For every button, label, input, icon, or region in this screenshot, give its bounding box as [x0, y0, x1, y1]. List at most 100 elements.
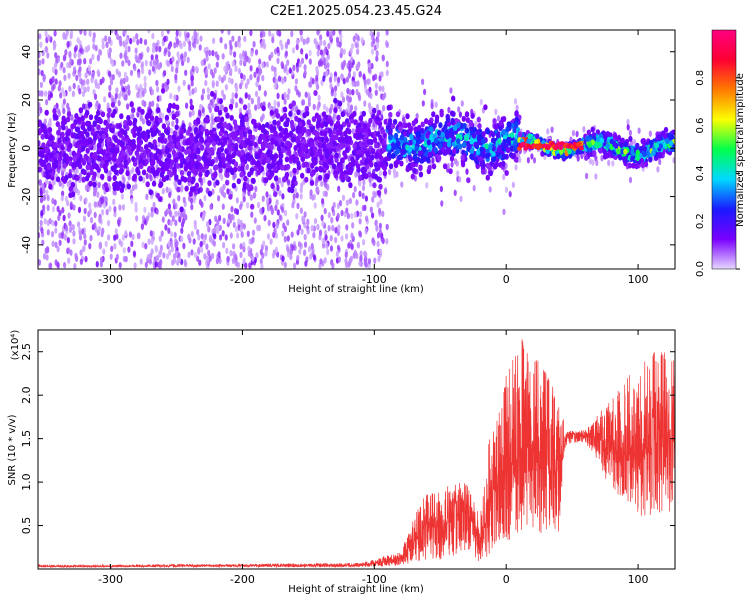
heatmap-cell	[247, 250, 251, 257]
heatmap-cell	[221, 185, 225, 192]
heatmap-cell	[46, 52, 50, 59]
heatmap-cell	[323, 130, 328, 137]
heatmap-cell	[144, 243, 148, 250]
heatmap-cell	[275, 222, 279, 229]
heatmap-cell	[220, 89, 225, 97]
heatmap-cell	[200, 233, 204, 240]
heatmap-cell	[376, 31, 380, 38]
heatmap-cell	[211, 140, 217, 147]
heatmap-cell	[358, 94, 362, 102]
heatmap-cell	[259, 32, 263, 39]
heatmap-cell	[154, 261, 158, 268]
heatmap-cell	[343, 136, 348, 143]
heatmap-cell	[372, 107, 377, 114]
heatmap-cell	[188, 164, 193, 171]
heatmap-cell	[451, 111, 456, 117]
heatmap-cell	[161, 187, 165, 195]
heatmap-cell	[181, 158, 187, 165]
heatmap-cell	[111, 143, 116, 150]
heatmap-cell	[348, 89, 352, 96]
heatmap-cell	[77, 51, 81, 59]
heatmap-cell	[39, 81, 44, 89]
heatmap-cell	[311, 78, 315, 85]
heatmap-cell	[290, 30, 294, 37]
heatmap-cell	[309, 171, 315, 178]
heatmap-cell	[51, 66, 56, 74]
heatmap-cell	[190, 80, 194, 87]
heatmap-cell	[74, 126, 80, 133]
heatmap-cell	[57, 137, 62, 144]
heatmap-cell	[256, 201, 261, 209]
heatmap-cell	[45, 99, 49, 106]
heatmap-cell	[38, 68, 41, 75]
heatmap-cell	[100, 230, 104, 238]
heatmap-cell	[532, 157, 537, 164]
heatmap-cell	[487, 164, 492, 171]
heatmap-cell	[182, 196, 186, 204]
heatmap-cell	[250, 238, 254, 245]
heatmap-cell	[405, 166, 410, 173]
heatmap-cell	[354, 105, 358, 112]
heatmap-cell	[283, 261, 287, 269]
heatmap-cell	[150, 206, 154, 214]
heatmap-cell	[233, 145, 239, 152]
heatmap-cell	[373, 161, 379, 168]
heatmap-cell	[356, 63, 360, 70]
heatmap-cell	[175, 67, 179, 74]
heatmap-cell	[266, 233, 271, 240]
heatmap-cell	[285, 69, 289, 76]
heatmap-cell	[216, 122, 222, 129]
heatmap-cell	[152, 42, 156, 49]
heatmap-cell	[464, 135, 469, 142]
heatmap-cell	[87, 101, 93, 108]
heatmap-cell	[242, 257, 246, 264]
heatmap-cell	[272, 125, 277, 132]
heatmap-cell	[129, 188, 133, 196]
heatmap-cell	[271, 252, 276, 259]
heatmap-cell	[278, 125, 283, 132]
heatmap-cell	[169, 127, 173, 135]
heatmap-cell	[51, 205, 56, 213]
heatmap-cell	[143, 81, 147, 89]
heatmap-cell	[68, 85, 72, 92]
heatmap-cell	[61, 117, 67, 124]
heatmap-cell	[274, 140, 279, 147]
heatmap-cell	[210, 159, 215, 165]
heatmap-cell	[199, 144, 205, 151]
heatmap-cell	[315, 65, 319, 73]
heatmap-cell	[265, 122, 270, 128]
heatmap-cell	[240, 72, 244, 80]
heatmap-cell	[143, 87, 147, 94]
heatmap-cell	[378, 222, 382, 230]
heatmap-cell	[211, 188, 215, 195]
heatmap-cell	[151, 65, 155, 72]
heatmap-cell	[208, 49, 212, 57]
heatmap-cell	[296, 109, 301, 116]
heatmap-cell	[230, 131, 235, 138]
heatmap-cell	[350, 61, 354, 69]
heatmap-cell	[238, 41, 242, 49]
heatmap-cell	[530, 153, 534, 160]
heatmap-cell	[42, 194, 46, 202]
heatmap-cell	[480, 168, 486, 175]
heatmap-cell	[211, 80, 215, 87]
heatmap-cell	[324, 173, 329, 180]
heatmap-cell	[127, 120, 133, 126]
heatmap-cell	[362, 239, 366, 246]
heatmap-cell	[247, 245, 251, 253]
heatmap-cell	[402, 116, 406, 124]
heatmap-cell	[203, 233, 208, 241]
heatmap-cell	[278, 177, 282, 184]
heatmap-cell	[143, 39, 148, 46]
heatmap-cell	[218, 224, 222, 232]
heatmap-cell	[225, 172, 230, 178]
heatmap-cell	[336, 114, 341, 121]
heatmap-cell	[177, 210, 181, 218]
heatmap-cell	[48, 134, 54, 141]
heatmap-cell	[254, 49, 259, 56]
heatmap-cell	[131, 156, 136, 163]
heatmap-cell	[233, 131, 238, 138]
heatmap-cell	[277, 75, 282, 82]
heatmap-cell	[208, 255, 212, 262]
heatmap-cell	[83, 58, 87, 65]
